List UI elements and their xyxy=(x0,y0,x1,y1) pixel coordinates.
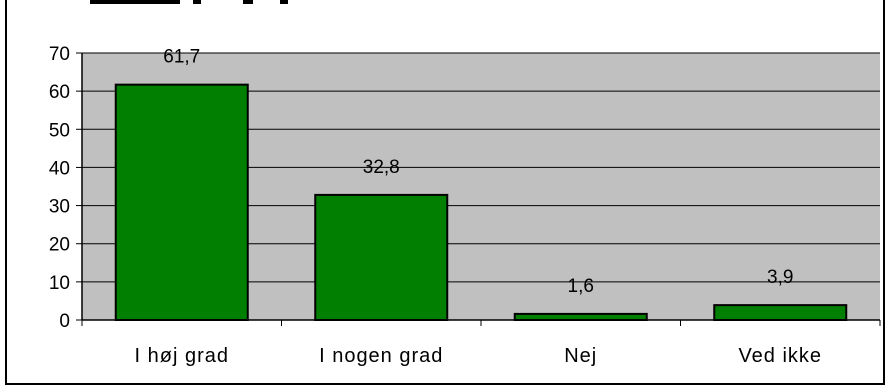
x-axis-labels: I høj grad I nogen grad Nej Ved ikke xyxy=(135,345,822,367)
cropped-title-fragment-4 xyxy=(280,0,288,4)
data-label: 3,9 xyxy=(767,267,793,288)
bar xyxy=(713,304,848,322)
x-category-label: Ved ikke xyxy=(738,345,822,367)
bars xyxy=(114,83,848,322)
cropped-title-fragment-2 xyxy=(193,0,201,4)
y-tick-label: 50 xyxy=(49,120,70,141)
data-labels: 61,7 32,8 1,6 3,9 xyxy=(163,47,793,297)
cropped-title-fragment-3 xyxy=(243,0,253,4)
y-tick-label: 70 xyxy=(49,44,70,65)
cropped-title-fragment xyxy=(90,0,180,4)
y-tick-label: 30 xyxy=(49,197,70,218)
y-axis-ticks: 0 10 20 30 40 50 60 70 xyxy=(49,44,82,332)
y-tick-label: 0 xyxy=(59,311,70,332)
y-tick-label: 40 xyxy=(49,158,70,179)
x-category-label: Nej xyxy=(564,345,597,367)
x-category-label: I høj grad xyxy=(135,345,229,367)
data-label: 61,7 xyxy=(163,47,200,68)
axes xyxy=(81,53,881,326)
bar xyxy=(513,312,648,322)
y-tick-label: 20 xyxy=(49,235,70,256)
data-label: 1,6 xyxy=(568,276,594,297)
bar xyxy=(314,193,449,322)
x-category-label: I nogen grad xyxy=(319,345,443,367)
y-tick-label: 10 xyxy=(49,273,70,294)
y-tick-label: 60 xyxy=(49,82,70,103)
bar xyxy=(114,83,249,321)
data-label: 32,8 xyxy=(363,157,400,178)
plot-area: 0 10 20 30 40 50 60 70 I høj grad I nogen grad Ne… xyxy=(49,44,881,367)
